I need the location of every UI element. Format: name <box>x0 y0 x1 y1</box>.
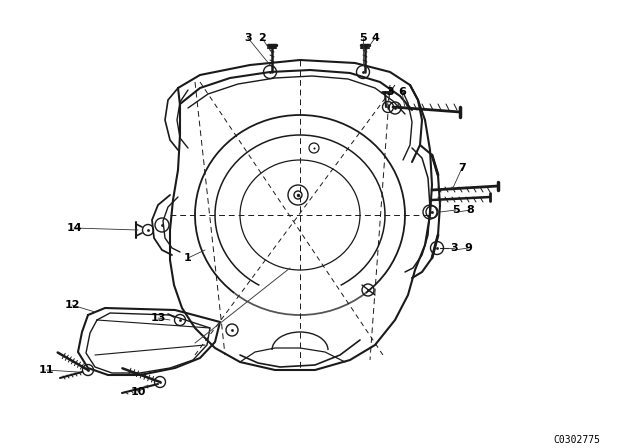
Text: 5: 5 <box>359 33 367 43</box>
Text: 7: 7 <box>458 163 466 173</box>
Text: 14: 14 <box>66 223 82 233</box>
Text: 11: 11 <box>38 365 54 375</box>
Text: 3: 3 <box>450 243 458 253</box>
Text: 10: 10 <box>131 387 146 397</box>
Text: 8: 8 <box>466 205 474 215</box>
Text: 5: 5 <box>452 205 460 215</box>
Text: 3: 3 <box>244 33 252 43</box>
Text: C0302775: C0302775 <box>553 435 600 445</box>
Text: 3: 3 <box>386 87 394 97</box>
Text: 4: 4 <box>371 33 379 43</box>
Text: 2: 2 <box>258 33 266 43</box>
Text: 1: 1 <box>184 253 192 263</box>
Text: 13: 13 <box>150 313 166 323</box>
Text: 12: 12 <box>64 300 80 310</box>
Text: 6: 6 <box>398 87 406 97</box>
Text: 9: 9 <box>464 243 472 253</box>
